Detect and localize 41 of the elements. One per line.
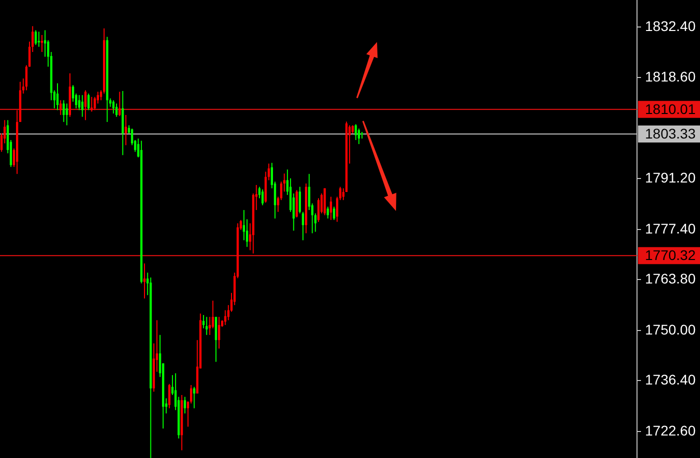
candlestick (193, 386, 196, 409)
candlestick (56, 82, 59, 111)
y-tick-label: 1763.80 (645, 270, 696, 287)
ref-line-label: 1803.33 (645, 125, 696, 142)
candlestick (298, 186, 301, 214)
candlestick (218, 316, 220, 350)
candlestick (184, 396, 186, 414)
candlestick (168, 383, 170, 409)
candlestick (332, 206, 336, 220)
candlestick (90, 96, 93, 112)
candlestick (212, 300, 214, 329)
candlestick (87, 93, 90, 111)
y-tick-label: 1777.40 (645, 220, 696, 236)
candlestick (59, 100, 62, 116)
candlestick (124, 114, 127, 146)
ref-line-label: 1810.01 (645, 100, 696, 117)
candlestick (115, 103, 118, 118)
ref-line-label: 1770.32 (645, 247, 696, 263)
y-tick-label: 1818.60 (645, 68, 696, 85)
y-tick-label: 1832.40 (645, 18, 696, 34)
y-tick-label: 1750.00 (645, 321, 696, 338)
candlestick (84, 90, 87, 121)
candlestick (38, 31, 40, 48)
candlestick (261, 188, 264, 206)
y-tick-label: 1791.20 (645, 170, 696, 186)
y-tick-label: 1722.60 (645, 422, 696, 438)
candlestick (326, 206, 329, 219)
candlestick (214, 316, 218, 362)
candlestick (317, 198, 320, 222)
candlestick (354, 124, 357, 141)
candlestick (62, 100, 65, 122)
candlestick (112, 100, 115, 114)
candlestick (330, 196, 332, 220)
y-tick-label: 1736.40 (645, 371, 696, 388)
candlestick (143, 262, 146, 299)
candlestick (81, 94, 84, 118)
candlestick (66, 103, 68, 126)
candlestick (118, 91, 121, 117)
candlestick (34, 30, 37, 46)
candlestick (358, 128, 360, 145)
candlestick (206, 316, 208, 336)
